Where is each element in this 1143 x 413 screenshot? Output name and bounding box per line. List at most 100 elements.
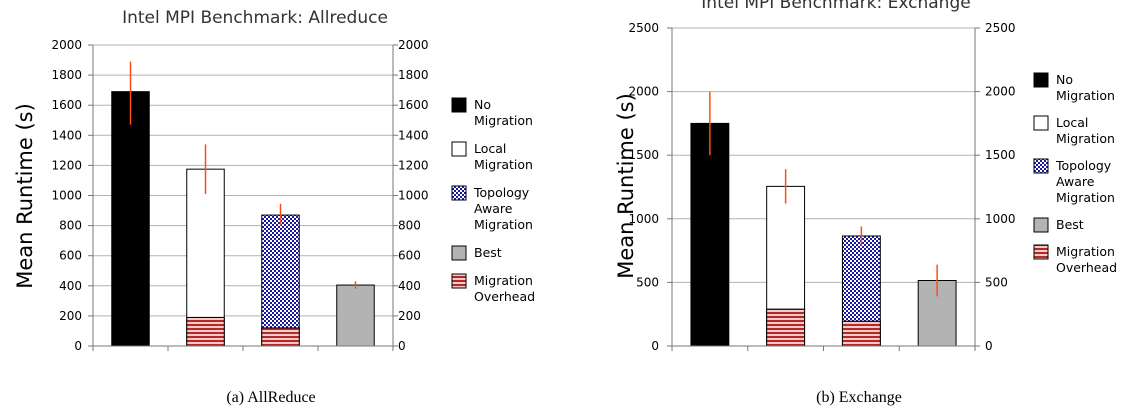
legend-label-line: Migration (1056, 88, 1115, 103)
legend-swatch (1033, 158, 1049, 174)
legend-label-line: Local (474, 141, 506, 156)
y-tick-label-right: 1000 (398, 189, 429, 203)
y-tick-label-right: 1600 (398, 98, 429, 112)
y-tick-label-right: 1200 (398, 158, 429, 172)
bar-best (336, 284, 375, 347)
y-tick-label: 2500 (628, 21, 659, 35)
bar-topology-aware-migration (261, 214, 300, 347)
legend-label-line: Migration (1056, 131, 1115, 146)
legend-item-local-migration: Local Migration (1033, 115, 1115, 146)
y-tick-label-right: 400 (398, 279, 421, 293)
legend-label: Migration Overhead (1056, 244, 1117, 275)
legend-item-topology-aware-migration: Topology Aware Migration (451, 185, 533, 232)
legend-label-line: Migration (1056, 190, 1115, 205)
y-tick-label-right: 1500 (985, 148, 1016, 162)
legend-swatch (1033, 244, 1049, 260)
chart-caption: (b) Exchange (816, 389, 902, 406)
legend-label-line: Aware (1056, 174, 1095, 189)
y-tick-label-right: 600 (398, 249, 421, 263)
legend-swatch (451, 273, 467, 289)
y-tick-label: 0 (651, 339, 659, 353)
legend-label-line: Best (474, 245, 502, 260)
y-tick-label: 1800 (51, 68, 82, 82)
legend-swatch (1033, 115, 1049, 131)
bar-no-migration (690, 122, 730, 347)
y-tick-label-right: 500 (985, 275, 1008, 289)
legend-label-line: Topology (473, 185, 530, 200)
legend-item-topology-aware-migration: Topology Aware Migration (1033, 158, 1115, 205)
legend-label: Local Migration (1056, 115, 1115, 146)
y-tick-label: 2000 (628, 85, 659, 99)
legend-item-best: Best (451, 245, 502, 261)
legend-item-no-migration: No Migration (451, 97, 533, 128)
legend-label-line: Migration (1056, 244, 1115, 259)
legend-label-line: No (1056, 72, 1073, 87)
chart-exchange: Intel MPI Benchmark: Exchange Mean Runti… (614, 0, 1117, 406)
legend-label-line: Topology (1055, 158, 1112, 173)
legend-label: No Migration (1056, 72, 1115, 103)
legend-label-line: Migration (474, 157, 533, 172)
legend-item-migration-overhead: Migration Overhead (451, 273, 535, 304)
y-tick-label: 200 (59, 309, 82, 323)
y-tick-label-right: 800 (398, 219, 421, 233)
y-tick-label: 600 (59, 249, 82, 263)
y-tick-label: 500 (636, 275, 659, 289)
y-tick-label: 1600 (51, 98, 82, 112)
legend-label: Topology Aware Migration (1055, 158, 1115, 205)
y-tick-label: 400 (59, 279, 82, 293)
legend-item-best: Best (1033, 217, 1084, 233)
legend-item-migration-overhead: Migration Overhead (1033, 244, 1117, 275)
legend-label: Topology Aware Migration (473, 185, 533, 232)
legend-label: Best (474, 245, 502, 260)
legend-swatch (451, 97, 467, 113)
legend-label: No Migration (474, 97, 533, 128)
legend-swatch (1033, 72, 1049, 88)
y-tick-label-right: 0 (985, 339, 993, 353)
chart-caption: (a) AllReduce (226, 389, 315, 406)
legend-swatch (451, 141, 467, 157)
chart-title: Intel MPI Benchmark: Allreduce (122, 8, 388, 28)
chart-allreduce: Intel MPI Benchmark: Allreduce Mean Runt… (13, 8, 535, 406)
legend-item-no-migration: No Migration (1033, 72, 1115, 103)
legend-label-line: Aware (474, 201, 513, 216)
y-tick-label-right: 1000 (985, 212, 1016, 226)
legend-label-line: No (474, 97, 491, 112)
y-tick-label-right: 200 (398, 309, 421, 323)
y-tick-label-right: 1400 (398, 128, 429, 142)
legend-swatch (451, 245, 467, 261)
y-tick-label: 1200 (51, 158, 82, 172)
bar-overhead (261, 327, 300, 347)
y-tick-label-right: 2500 (985, 21, 1016, 35)
bar-no-migration (111, 91, 150, 347)
legend-label-line: Migration (474, 273, 533, 288)
legend-label-line: Migration (474, 217, 533, 232)
legend-item-local-migration: Local Migration (451, 141, 533, 172)
y-axis-label: Mean Runtime (s) (614, 93, 638, 279)
legend-label-line: Local (1056, 115, 1088, 130)
legend-label-line: Overhead (1056, 260, 1117, 275)
y-tick-label-right: 0 (398, 339, 406, 353)
y-tick-label: 0 (74, 339, 82, 353)
legend-swatch (451, 185, 467, 201)
y-tick-label: 1000 (628, 212, 659, 226)
y-tick-label-right: 2000 (398, 38, 429, 52)
legend-label-line: Migration (474, 113, 533, 128)
legend-label: Local Migration (474, 141, 533, 172)
bar-overhead (841, 320, 881, 347)
y-tick-label: 800 (59, 219, 82, 233)
legend-label: Migration Overhead (474, 273, 535, 304)
chart-title: Intel MPI Benchmark: Exchange (701, 0, 970, 13)
y-tick-label: 2000 (51, 38, 82, 52)
y-tick-label: 1500 (628, 148, 659, 162)
bar-local-migration (186, 168, 225, 347)
legend-swatch (1033, 217, 1049, 233)
y-tick-label-right: 2000 (985, 85, 1016, 99)
y-tick-label: 1400 (51, 128, 82, 142)
legend-label-line: Best (1056, 217, 1084, 232)
legend-label: Best (1056, 217, 1084, 232)
y-tick-label-right: 1800 (398, 68, 429, 82)
y-axis-label: Mean Runtime (s) (13, 103, 37, 289)
